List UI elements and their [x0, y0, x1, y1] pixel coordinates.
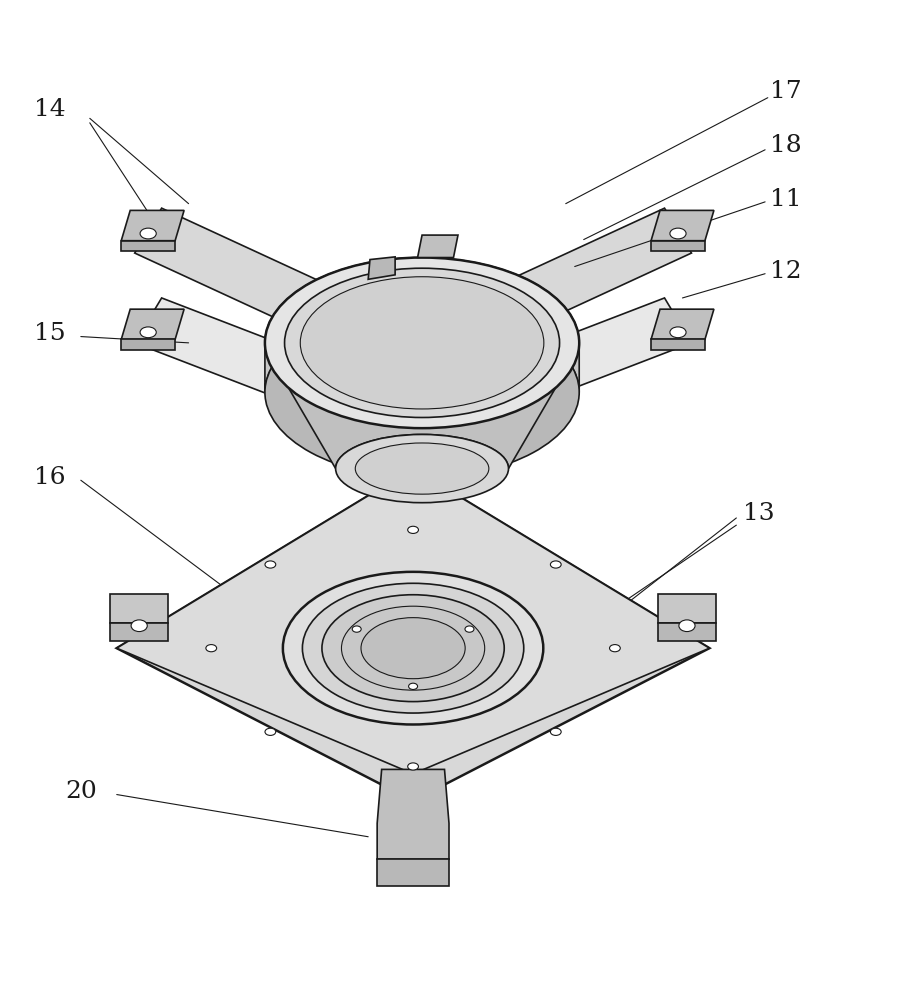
Text: 14: 14: [33, 98, 66, 121]
Ellipse shape: [409, 683, 418, 689]
Polygon shape: [651, 241, 705, 251]
Ellipse shape: [285, 268, 559, 417]
Polygon shape: [135, 208, 395, 361]
Text: 16: 16: [33, 466, 66, 489]
Text: 13: 13: [743, 502, 775, 525]
Ellipse shape: [303, 583, 524, 713]
Polygon shape: [121, 210, 184, 241]
Polygon shape: [121, 309, 184, 339]
Text: 18: 18: [770, 134, 802, 157]
Ellipse shape: [206, 645, 216, 652]
Ellipse shape: [670, 228, 686, 239]
Polygon shape: [386, 424, 440, 473]
Polygon shape: [657, 594, 717, 623]
Ellipse shape: [408, 526, 418, 533]
Ellipse shape: [408, 763, 418, 770]
Ellipse shape: [265, 307, 579, 478]
Ellipse shape: [140, 327, 156, 338]
Ellipse shape: [679, 620, 695, 632]
Ellipse shape: [265, 258, 579, 428]
Polygon shape: [651, 309, 714, 339]
Polygon shape: [418, 235, 458, 258]
Ellipse shape: [283, 572, 543, 724]
Ellipse shape: [336, 434, 508, 503]
Polygon shape: [296, 316, 530, 424]
Polygon shape: [121, 339, 175, 350]
Polygon shape: [651, 210, 714, 241]
Polygon shape: [377, 769, 449, 859]
Text: 12: 12: [770, 260, 802, 283]
Text: 17: 17: [770, 80, 802, 103]
Polygon shape: [135, 298, 395, 433]
Ellipse shape: [352, 626, 361, 632]
Polygon shape: [377, 859, 449, 886]
Ellipse shape: [356, 443, 489, 494]
Polygon shape: [431, 208, 691, 361]
Ellipse shape: [465, 626, 474, 632]
Polygon shape: [110, 623, 169, 641]
Ellipse shape: [550, 728, 561, 735]
Ellipse shape: [670, 327, 686, 338]
Text: 15: 15: [33, 322, 66, 345]
Ellipse shape: [300, 277, 544, 409]
Ellipse shape: [322, 595, 505, 702]
Polygon shape: [288, 315, 556, 469]
Polygon shape: [265, 258, 579, 392]
Polygon shape: [117, 469, 709, 774]
Polygon shape: [657, 623, 717, 641]
Ellipse shape: [341, 606, 485, 690]
Ellipse shape: [265, 728, 276, 735]
Text: 11: 11: [770, 188, 802, 211]
Polygon shape: [368, 257, 395, 279]
Ellipse shape: [550, 561, 561, 568]
Ellipse shape: [610, 645, 621, 652]
Polygon shape: [121, 241, 175, 251]
Ellipse shape: [131, 620, 147, 632]
Polygon shape: [431, 298, 691, 433]
Polygon shape: [110, 594, 169, 623]
Ellipse shape: [265, 561, 276, 568]
Ellipse shape: [361, 618, 465, 679]
Polygon shape: [117, 469, 709, 801]
Polygon shape: [651, 339, 705, 350]
Text: 20: 20: [65, 780, 97, 803]
Ellipse shape: [140, 228, 156, 239]
